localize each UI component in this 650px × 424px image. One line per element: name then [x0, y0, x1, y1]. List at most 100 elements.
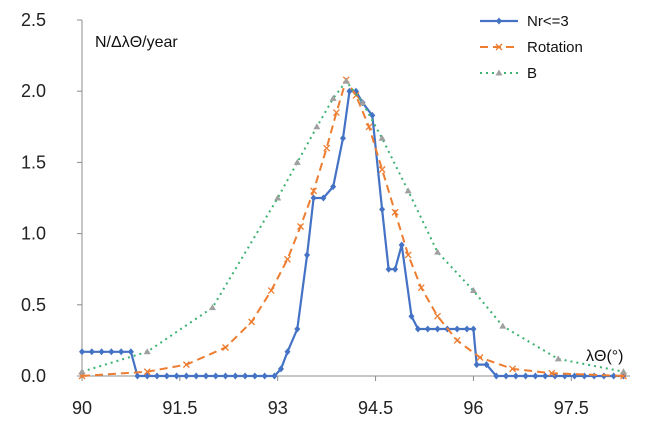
data-point	[193, 372, 200, 380]
data-point	[454, 325, 461, 333]
x-tick-label: 97.5	[554, 398, 589, 418]
data-point	[277, 365, 284, 373]
data-point	[202, 372, 209, 380]
y-tick-label: 0.0	[21, 366, 46, 386]
data-point	[183, 372, 190, 380]
data-point	[378, 166, 386, 173]
data-point	[391, 208, 399, 216]
legend-label: Nr<=3	[527, 13, 569, 30]
data-point	[619, 368, 627, 375]
data-point	[469, 287, 477, 294]
legend-item: B	[480, 65, 537, 82]
data-point	[118, 348, 125, 356]
data-point	[359, 99, 367, 106]
data-point	[453, 336, 461, 344]
data-point	[610, 372, 617, 380]
data-point	[424, 325, 431, 333]
y-tick-label: 0.5	[21, 295, 46, 315]
data-point	[404, 187, 412, 194]
x-tick-labels: 90 91.5 93 94.5 96 97.5	[72, 376, 589, 418]
series-line	[81, 79, 624, 373]
y-tick-label: 1.0	[21, 224, 46, 244]
data-point	[483, 361, 490, 369]
data-point	[473, 361, 480, 369]
data-point	[417, 284, 425, 292]
data-point	[294, 325, 301, 333]
data-point	[284, 348, 291, 356]
data-point	[532, 372, 539, 380]
data-point	[342, 77, 350, 84]
data-point	[212, 372, 219, 380]
legend-marker	[495, 69, 503, 76]
data-point	[476, 354, 484, 361]
data-point	[346, 87, 353, 95]
x-tick-label: 90	[72, 398, 92, 418]
data-point	[304, 251, 311, 259]
data-point	[154, 372, 161, 380]
data-point	[320, 194, 327, 202]
data-point	[414, 325, 421, 333]
axes	[81, 20, 630, 377]
data-point	[134, 372, 141, 380]
data-point	[434, 325, 441, 333]
data-point	[542, 372, 549, 380]
data-point	[248, 318, 256, 326]
y-tick-label: 2.5	[21, 10, 46, 30]
series-b	[78, 77, 627, 375]
legend: Nr<=3 Rotation B	[480, 13, 583, 82]
data-point	[108, 348, 115, 356]
series-nr-3	[79, 87, 627, 380]
data-point	[503, 372, 510, 380]
data-point	[310, 194, 317, 202]
data-point	[222, 344, 229, 351]
data-point	[163, 372, 170, 380]
data-point	[98, 348, 105, 356]
y-tick-label: 1.5	[21, 152, 46, 172]
data-point	[173, 372, 180, 380]
y-tick-labels: 0.0 0.5 1.0 1.5 2.0 2.5	[21, 10, 82, 386]
data-point	[548, 369, 556, 377]
data-point	[267, 287, 275, 295]
data-point	[251, 372, 258, 380]
legend-label: Rotation	[527, 39, 583, 56]
data-point	[330, 183, 337, 191]
data-point	[88, 348, 95, 356]
data-point	[522, 372, 529, 380]
legend-marker	[496, 17, 502, 25]
series-layer	[78, 76, 627, 380]
y-axis-title: N/ΔλΘ/year	[95, 34, 178, 51]
data-point	[144, 372, 151, 380]
data-point	[470, 325, 477, 333]
data-point	[284, 255, 291, 263]
data-point	[434, 248, 442, 255]
data-point	[434, 312, 442, 320]
data-point	[208, 304, 216, 311]
data-point	[554, 355, 562, 362]
data-point	[271, 372, 278, 380]
legend-label: B	[527, 65, 537, 82]
legend-marker	[495, 43, 503, 51]
data-point	[323, 144, 331, 152]
data-point	[182, 361, 190, 369]
data-point	[379, 205, 386, 213]
x-tick-label: 96	[463, 398, 483, 418]
x-tick-label: 91.5	[162, 398, 197, 418]
data-point	[329, 94, 337, 101]
data-point	[293, 158, 301, 165]
data-point	[297, 223, 305, 230]
data-point	[398, 241, 405, 249]
data-point	[365, 123, 373, 131]
x-axis-title: λΘ(°)	[586, 348, 624, 365]
data-point	[143, 368, 151, 376]
series-line	[82, 90, 624, 378]
data-point	[143, 348, 151, 355]
y-tick-label: 2.0	[21, 81, 46, 101]
series-line	[81, 77, 624, 377]
data-point	[339, 134, 346, 142]
data-point	[591, 372, 598, 380]
data-point	[79, 348, 85, 356]
data-point	[127, 348, 134, 356]
data-point	[512, 372, 519, 380]
data-point	[313, 123, 321, 130]
x-tick-label: 94.5	[358, 398, 393, 418]
